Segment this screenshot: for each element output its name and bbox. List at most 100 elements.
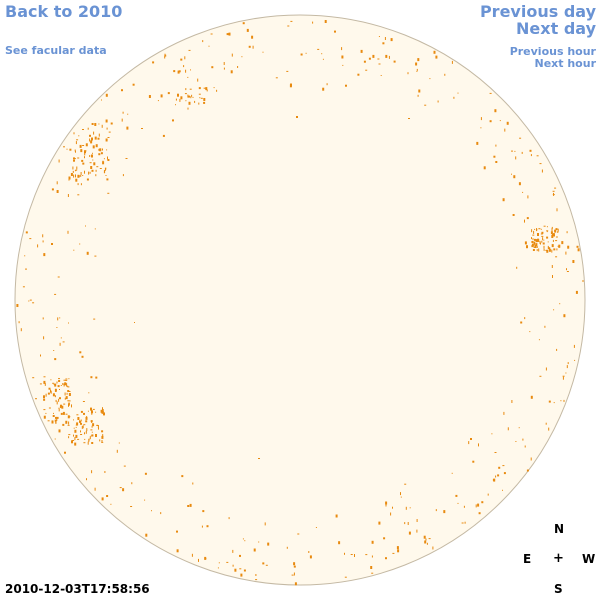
facula-dot <box>98 148 101 151</box>
see-facular-data-link[interactable]: See facular data <box>5 44 107 57</box>
facula-dot <box>76 166 78 170</box>
facula-dot <box>45 412 47 414</box>
facula-dot <box>56 381 58 384</box>
facula-dot <box>475 504 477 508</box>
facula-dot <box>68 416 71 418</box>
facula-dot <box>548 427 550 431</box>
facula-dot <box>84 152 86 156</box>
facula-dot <box>58 407 60 409</box>
facula-dot <box>197 78 199 82</box>
facula-dot <box>312 21 314 24</box>
facula-dot <box>407 522 409 525</box>
facula-dot <box>72 440 75 441</box>
facula-dot <box>393 60 396 63</box>
facula-dot <box>567 362 569 365</box>
facula-dot <box>255 579 258 581</box>
facula-dot <box>543 248 545 251</box>
facula-dot <box>232 549 234 553</box>
facula-dot <box>551 244 554 248</box>
facula-dot <box>130 506 133 507</box>
facula-dot <box>32 302 35 304</box>
facula-dot <box>407 72 409 75</box>
facula-dot <box>82 425 84 429</box>
facula-dot <box>480 127 482 129</box>
facula-dot <box>52 382 55 384</box>
facula-dot <box>92 145 95 149</box>
facula-dot <box>425 538 427 541</box>
facula-dot <box>62 341 65 343</box>
previous-hour-link[interactable]: Previous hour <box>509 45 596 58</box>
facula-dot <box>211 66 214 69</box>
facula-dot <box>246 28 249 32</box>
facula-dot <box>185 88 187 91</box>
facula-dot <box>202 510 205 513</box>
facula-dot <box>537 239 539 242</box>
facula-dot <box>25 231 28 234</box>
previous-day-link[interactable]: Previous day <box>479 2 596 21</box>
compass-south: S <box>554 582 563 596</box>
facula-dot <box>416 70 418 72</box>
facula-dot <box>293 572 295 576</box>
facula-dot <box>518 427 520 429</box>
facula-dot <box>91 431 93 433</box>
facula-dot <box>536 228 537 232</box>
facula-dot <box>202 40 204 43</box>
facula-dot <box>537 233 539 236</box>
compass-center: + <box>553 551 564 566</box>
facula-dot <box>175 98 177 101</box>
facula-dot <box>554 187 557 189</box>
facula-dot <box>300 53 303 56</box>
facula-dot <box>495 144 497 147</box>
facula-dot <box>405 506 407 510</box>
facula-dot <box>144 499 146 501</box>
facula-dot <box>524 241 527 245</box>
facula-dot <box>189 503 192 507</box>
facula-dot <box>536 155 539 157</box>
facula-dot <box>234 568 237 572</box>
next-day-link[interactable]: Next day <box>516 19 596 38</box>
facula-dot <box>363 60 366 63</box>
facula-dot <box>489 120 492 123</box>
facula-dot <box>70 173 73 176</box>
solar-disk <box>14 14 586 586</box>
facula-dot <box>226 561 229 563</box>
facula-dot <box>87 127 89 130</box>
facula-dot <box>511 173 512 175</box>
compass-west: W <box>582 552 596 566</box>
next-hour-link[interactable]: Next hour <box>534 57 597 70</box>
facula-dot <box>181 475 184 478</box>
facula-dot <box>89 155 91 157</box>
facula-dot <box>40 354 41 357</box>
facula-dot <box>542 242 545 245</box>
facula-dot <box>253 548 256 552</box>
back-to-year-link[interactable]: Back to 2010 <box>5 2 123 21</box>
facula-dot <box>121 89 123 92</box>
facula-dot <box>28 300 30 302</box>
facula-dot <box>95 169 97 172</box>
facula-dot <box>378 63 381 65</box>
facula-dot <box>345 84 347 87</box>
facula-dot <box>385 557 387 560</box>
facula-dot <box>32 377 35 379</box>
facula-dot <box>552 233 555 237</box>
facula-dot <box>538 339 540 341</box>
facula-dot <box>382 42 385 45</box>
facula-dot <box>396 546 399 550</box>
facula-dot <box>513 175 516 179</box>
facula-dot <box>91 154 93 158</box>
facula-dot <box>59 317 61 319</box>
facula-dot <box>58 408 60 412</box>
facula-dot <box>258 541 260 543</box>
facula-dot <box>575 290 578 294</box>
facula-dot <box>539 163 542 165</box>
facula-dot <box>79 243 81 245</box>
facula-dot <box>85 150 87 152</box>
facula-dot <box>131 482 133 485</box>
facula-dot <box>116 449 118 453</box>
facula-dot <box>99 168 102 169</box>
facula-dot <box>305 52 307 54</box>
facula-dot <box>477 503 480 507</box>
facula-dot <box>293 565 296 568</box>
facula-dot <box>480 117 482 121</box>
facula-dot <box>94 228 96 230</box>
